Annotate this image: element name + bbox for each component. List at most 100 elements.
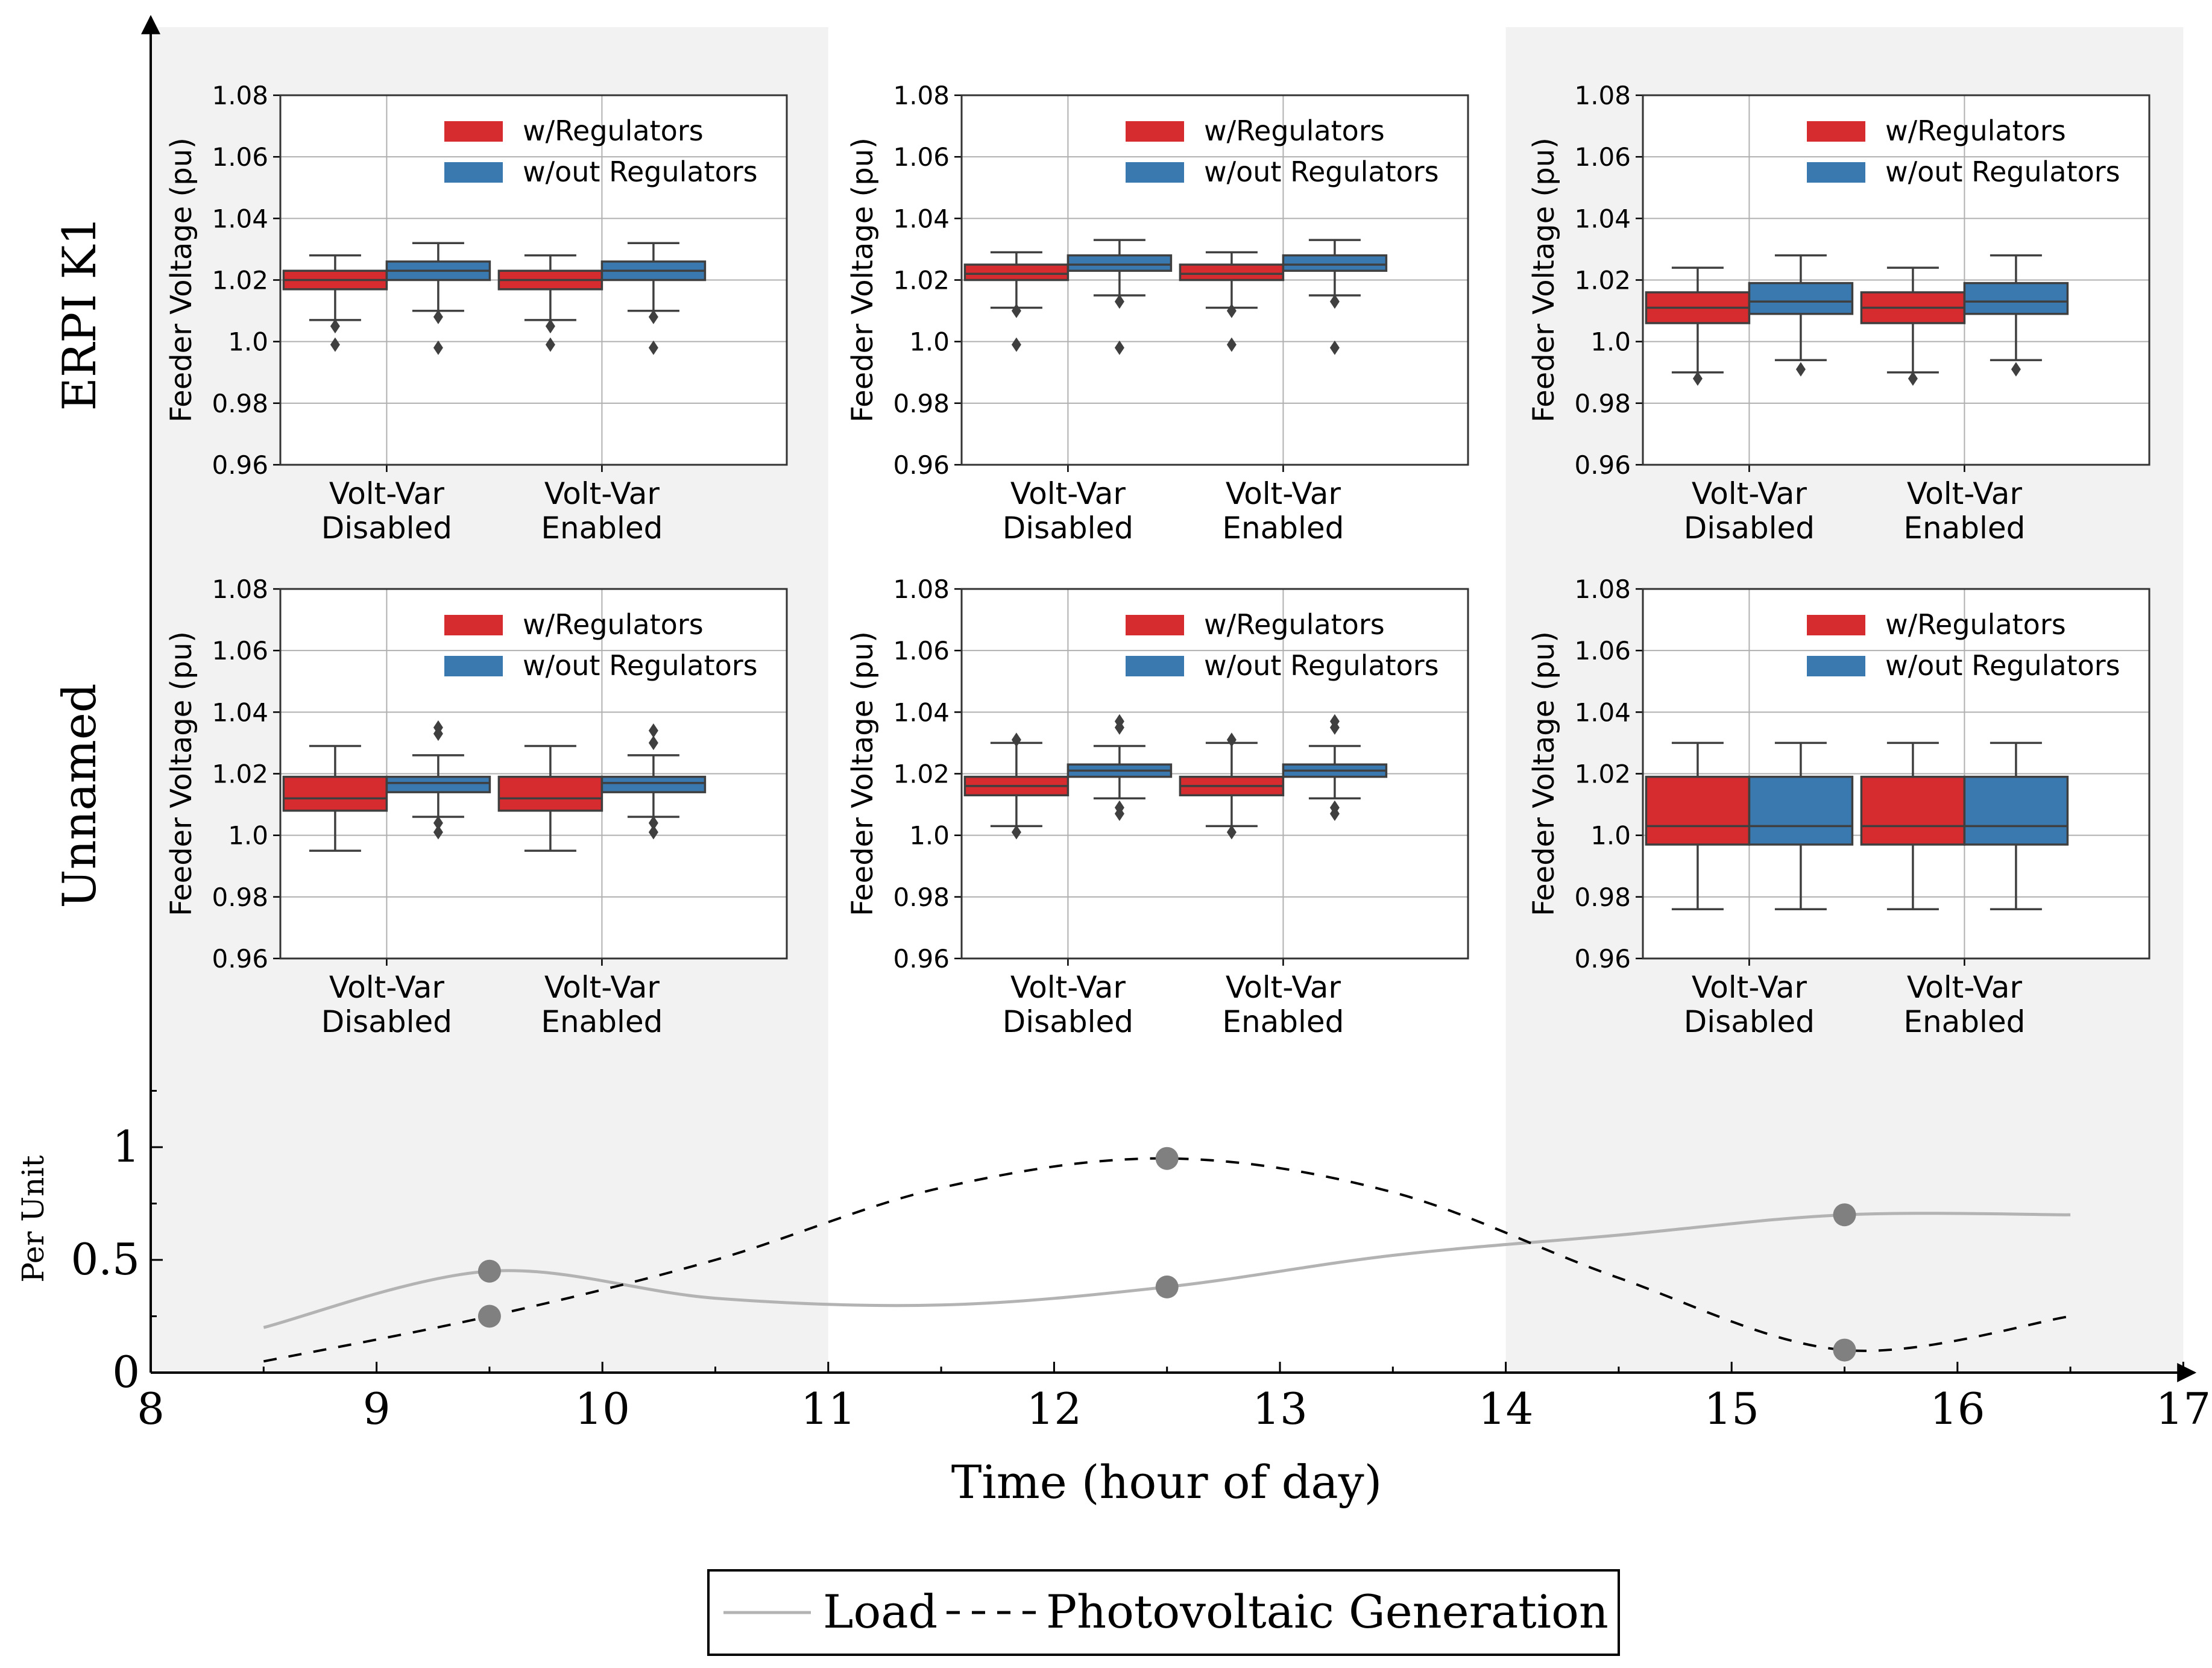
box-outlier [1226,732,1237,747]
panel-y-tick-label: 1.08 [212,81,268,110]
panel-category-label-line1: Volt-Var [329,476,444,511]
y-tick-label: 1 [112,1121,140,1172]
box-iqr-without-regulators [1067,254,1173,272]
box-outlier [1795,362,1806,377]
panel-legend-label-1: w/out Regulators [1885,156,2120,188]
panel-category-label-line1: Volt-Var [1010,476,1126,511]
panel-y-tick-label: 1.02 [1574,266,1631,295]
series-marker-load [1155,1275,1179,1298]
panel-legend-swatch-1 [1807,656,1865,676]
panel-legend-swatch-1 [1126,656,1184,676]
x-tick-label: 11 [801,1383,856,1434]
panel-frame [1642,588,2151,960]
box-outlier [648,340,658,355]
panel-legend-swatch-1 [444,162,503,183]
timeline-legend: Load Photovoltaic Generation [707,1569,1620,1656]
box-iqr-with-regulators [497,775,603,812]
panel-y-tick-label: 1.0 [1590,327,1631,357]
panel-category-label-line1: Volt-Var [544,476,660,511]
timeline-y-axis-label: Per Unit [16,1155,51,1282]
box-outlier [1908,371,1918,386]
panel-y-tick-label: 1.0 [909,327,950,357]
x-tick-label: 17 [2156,1383,2211,1434]
legend-pv-label: Photovoltaic Generation [1046,1585,1609,1638]
box-outlier [433,340,443,355]
panel-y-tick-label: 0.98 [893,389,950,418]
box-outlier [330,319,340,334]
panel-y-axis-label: Feeder Voltage (pu) [165,137,198,423]
box-panel-1: 0.960.981.01.021.041.061.08Volt-VarDisab… [846,81,1469,546]
box-outlier [648,309,658,324]
panel-frame [960,588,1469,960]
panel-legend-swatch-1 [1126,162,1184,183]
panel-y-tick-label: 1.0 [909,821,950,851]
series-marker-load [1833,1203,1856,1227]
box-outlier [433,825,443,840]
box-outlier [1114,806,1124,821]
box-outlier [1329,714,1340,729]
series-marker-load [477,1259,501,1283]
box-iqr-with-regulators [1645,775,1751,846]
panel-legend-label-1: w/out Regulators [523,156,758,188]
panel-y-tick-label: 1.0 [228,821,268,851]
box-outlier [1114,294,1124,309]
panel-legend-swatch-0 [444,121,503,142]
panel-y-axis-label: Feeder Voltage (pu) [165,631,198,916]
panel-y-tick-label: 0.98 [893,883,950,912]
panel-legend-swatch-1 [444,656,503,676]
box-iqr-without-regulators [1748,775,1854,846]
x-tick-label: 16 [1930,1383,1985,1434]
panel-y-tick-label: 1.06 [212,142,268,172]
box-iqr-without-regulators [385,775,491,793]
panel-legend-label-1: w/out Regulators [1885,649,2120,682]
box-outlier [433,309,443,324]
panel-category-label-line2: Enabled [541,1004,663,1039]
box-panel-0: 0.960.981.01.021.041.061.08Volt-VarDisab… [165,81,788,546]
timeline-series [263,1147,2071,1363]
panel-legend-label-0: w/Regulators [1885,115,2066,147]
panel-y-tick-label: 0.96 [1574,944,1631,974]
panel-y-tick-label: 1.04 [1574,204,1631,233]
panel-category-label-line2: Disabled [1684,511,1815,546]
x-tick-label: 14 [1478,1383,1534,1434]
panel-y-tick-label: 1.06 [1574,142,1631,172]
panel-category-label-line2: Enabled [1903,1004,2025,1039]
box-outlier [433,720,443,735]
panel-y-tick-label: 1.08 [1574,81,1631,110]
box-panel-3: 0.960.981.01.021.041.061.08Volt-VarDisab… [165,574,788,1039]
panel-y-axis-label: Feeder Voltage (pu) [846,137,880,423]
panel-legend-swatch-0 [1807,615,1865,635]
legend-load-label: Load [823,1585,937,1638]
panel-y-tick-label: 0.98 [1574,883,1631,912]
panel-frame [960,94,1469,466]
box-outlier [433,816,443,831]
panel-legend-label-0: w/Regulators [523,115,704,147]
box-panel-2: 0.960.981.01.021.041.061.08Volt-VarDisab… [1527,81,2151,546]
panel-y-tick-label: 0.98 [212,883,268,912]
box-outlier [1226,337,1237,352]
panel-y-axis-label: Feeder Voltage (pu) [1527,137,1561,423]
box-outlier [1692,371,1703,386]
panel-category-label-line1: Volt-Var [1226,970,1341,1005]
box-outlier [1011,337,1021,352]
figure-labels: ERPI K1 Unnamed Per Unit Time (hour of d… [16,216,1382,1509]
panel-legend-swatch-0 [1126,615,1184,635]
panel-category-label-line2: Disabled [1003,1004,1133,1039]
panel-legend-swatch-0 [1126,121,1184,142]
panel-frame [279,94,788,466]
panel-y-tick-label: 1.0 [1590,821,1631,851]
row-label-erpi-k1: ERPI K1 [52,216,106,411]
panel-category-label-line2: Disabled [1684,1004,1815,1039]
panel-y-tick-label: 0.96 [212,450,268,480]
panel-category-label-line2: Disabled [321,1004,452,1039]
box-outlier [1226,825,1237,840]
panel-category-label-line2: Disabled [1003,511,1133,546]
panel-legend-label-0: w/Regulators [1885,608,2066,641]
x-tick-label: 12 [1027,1383,1082,1434]
box-outlier [1011,732,1021,747]
box-iqr-with-regulators [282,775,388,812]
panel-y-tick-label: 1.06 [893,636,950,666]
panel-legend-label-0: w/Regulators [1204,608,1385,641]
panel-category-label-line1: Volt-Var [1907,970,2022,1005]
panel-y-tick-label: 1.06 [1574,636,1631,666]
